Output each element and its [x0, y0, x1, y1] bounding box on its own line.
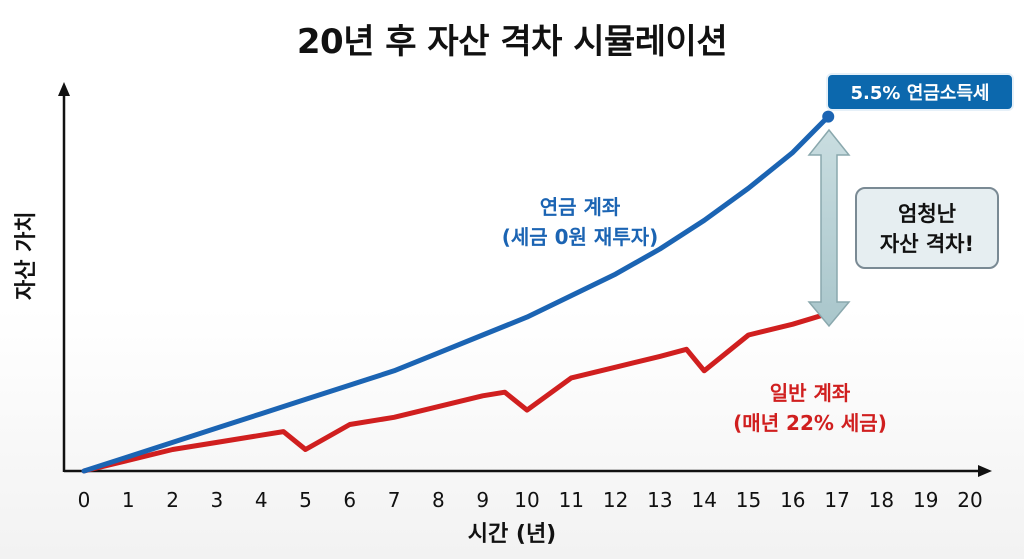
- x-tick-label: 12: [603, 488, 628, 512]
- pension-account-label-note: (세금 0원 재투자): [501, 225, 659, 249]
- x-tick-label: 8: [432, 488, 445, 512]
- x-axis-arrow: [978, 465, 992, 477]
- asset-gap-callout: 엄청난 자산 격차!: [855, 187, 999, 269]
- pension-account-line: [81, 114, 831, 474]
- pension-account-label: 연금 계좌 (세금 0원 재투자): [470, 192, 690, 252]
- x-tick-label: 6: [343, 488, 356, 512]
- x-tick-label: 10: [514, 488, 539, 512]
- gap-double-arrow: [807, 128, 851, 328]
- x-tick-label: 11: [559, 488, 584, 512]
- pension-tax-badge: 5.5% 연금소득세: [826, 73, 1014, 111]
- x-tick-label: 20: [957, 488, 982, 512]
- x-tick-label: 4: [255, 488, 268, 512]
- x-tick-label: 5: [299, 488, 312, 512]
- x-tick-label: 14: [691, 488, 716, 512]
- x-tick-label: 17: [824, 488, 849, 512]
- x-tick-label: 1: [122, 488, 135, 512]
- chart-title: 20년 후 자산 격차 시뮬레이션: [296, 22, 728, 62]
- general-account-label-note: (매년 22% 세금): [733, 411, 887, 435]
- general-account-line: [81, 311, 831, 474]
- x-axis-label: 시간 (년): [467, 522, 557, 547]
- x-tick-labels: 0 1 2 3 4 5 6 7 8 9 10 11 12 13 14 15 16 17 18 19 20: [78, 488, 983, 512]
- x-tick-label: 18: [869, 488, 894, 512]
- y-axis-label: 자산 가치: [14, 211, 39, 300]
- x-tick-label: 7: [388, 488, 401, 512]
- y-axis-arrow: [58, 82, 70, 96]
- pension-account-label-title: 연금 계좌: [539, 195, 621, 219]
- pension-account-endpoint: [822, 110, 835, 123]
- x-tick-label: 0: [78, 488, 91, 512]
- x-tick-label: 16: [780, 488, 805, 512]
- x-tick-label: 2: [166, 488, 179, 512]
- general-account-label-title: 일반 계좌: [769, 381, 851, 405]
- x-tick-label: 19: [913, 488, 938, 512]
- asset-gap-callout-line1: 엄청난: [898, 202, 956, 226]
- x-tick-label: 3: [211, 488, 224, 512]
- x-tick-label: 13: [647, 488, 672, 512]
- general-account-label: 일반 계좌 (매년 22% 세금): [700, 378, 920, 438]
- x-tick-label: 15: [736, 488, 761, 512]
- asset-gap-callout-line2: 자산 격차!: [879, 232, 975, 256]
- x-tick-label: 9: [476, 488, 489, 512]
